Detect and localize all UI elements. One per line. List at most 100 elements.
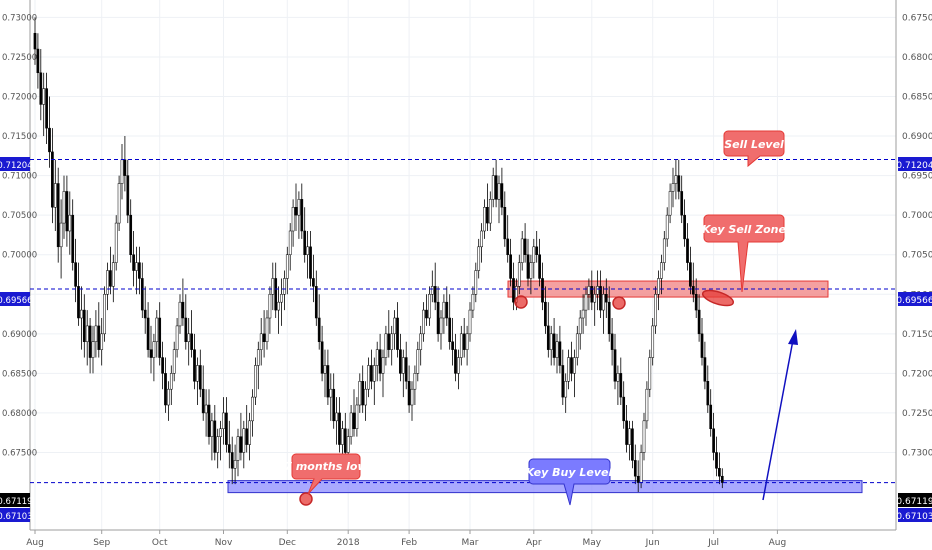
candle[interactable] xyxy=(375,341,379,382)
candle[interactable] xyxy=(457,349,460,390)
candle[interactable] xyxy=(393,310,396,350)
candle[interactable] xyxy=(103,286,106,342)
candle[interactable] xyxy=(567,349,570,390)
candle[interactable] xyxy=(33,17,37,65)
candle[interactable] xyxy=(271,262,275,311)
candle[interactable] xyxy=(694,278,698,318)
candle[interactable] xyxy=(146,302,150,358)
candle[interactable] xyxy=(433,262,437,311)
candle[interactable] xyxy=(149,325,153,374)
candle[interactable] xyxy=(158,302,162,366)
candle[interactable] xyxy=(239,412,243,461)
candle[interactable] xyxy=(477,238,481,279)
key-sell-zone-callout[interactable]: Key Sell Zone xyxy=(702,214,787,293)
candle[interactable] xyxy=(645,381,649,429)
candle[interactable] xyxy=(599,270,602,318)
candle[interactable] xyxy=(367,357,370,398)
candle[interactable] xyxy=(338,397,341,453)
candle[interactable] xyxy=(106,262,109,311)
candle[interactable] xyxy=(471,286,475,318)
candle[interactable] xyxy=(196,357,199,406)
candle[interactable] xyxy=(213,405,217,461)
candle[interactable] xyxy=(155,310,159,358)
candle[interactable] xyxy=(59,199,63,279)
candle[interactable] xyxy=(390,325,394,366)
candle[interactable] xyxy=(285,246,289,295)
candle[interactable] xyxy=(442,294,446,334)
candle[interactable] xyxy=(506,215,510,263)
candle[interactable] xyxy=(497,175,501,224)
candle[interactable] xyxy=(236,428,240,477)
candle[interactable] xyxy=(71,199,75,271)
candle[interactable] xyxy=(280,278,283,326)
candle[interactable] xyxy=(129,199,133,263)
candle[interactable] xyxy=(320,325,324,382)
candle[interactable] xyxy=(152,333,156,382)
candle[interactable] xyxy=(555,333,559,374)
candle[interactable] xyxy=(631,420,634,469)
candle[interactable] xyxy=(161,341,164,390)
candle[interactable] xyxy=(691,262,695,303)
candle[interactable] xyxy=(445,286,449,326)
candle[interactable] xyxy=(283,270,286,311)
candle[interactable] xyxy=(422,302,425,342)
candle[interactable] xyxy=(633,444,637,485)
candle[interactable] xyxy=(364,381,367,421)
candle[interactable] xyxy=(227,420,231,469)
candle[interactable] xyxy=(636,460,640,493)
candle[interactable] xyxy=(326,349,330,406)
candle[interactable] xyxy=(439,310,443,350)
candle[interactable] xyxy=(483,199,486,239)
candle[interactable] xyxy=(384,325,388,366)
candle[interactable] xyxy=(665,207,669,247)
candle[interactable] xyxy=(674,159,678,200)
candle[interactable] xyxy=(720,468,724,489)
candle[interactable] xyxy=(201,365,205,421)
candle[interactable] xyxy=(225,397,228,453)
candle[interactable] xyxy=(82,294,86,358)
candle[interactable] xyxy=(230,436,234,485)
candle[interactable] xyxy=(517,254,521,295)
candle[interactable] xyxy=(111,254,115,303)
candle[interactable] xyxy=(300,183,304,239)
candle[interactable] xyxy=(303,207,307,263)
candle[interactable] xyxy=(167,381,170,421)
candle[interactable] xyxy=(53,159,57,231)
candle[interactable] xyxy=(381,349,385,398)
candle[interactable] xyxy=(474,262,478,303)
key-buy-level-callout[interactable]: Key Buy Level xyxy=(526,458,613,506)
candle[interactable] xyxy=(335,397,338,445)
candle[interactable] xyxy=(109,246,112,295)
candle[interactable] xyxy=(164,357,167,413)
candle[interactable] xyxy=(222,397,225,445)
candle[interactable] xyxy=(100,318,104,366)
candle[interactable] xyxy=(352,389,356,437)
candle[interactable] xyxy=(288,223,292,271)
candle[interactable] xyxy=(80,286,83,350)
candle[interactable] xyxy=(51,128,54,224)
candle[interactable] xyxy=(535,230,539,263)
candle[interactable] xyxy=(651,318,655,366)
candle[interactable] xyxy=(294,183,298,231)
candle[interactable] xyxy=(520,230,524,271)
candle[interactable] xyxy=(706,365,710,413)
candle[interactable] xyxy=(187,318,191,366)
candle[interactable] xyxy=(549,325,553,366)
candle[interactable] xyxy=(552,318,556,366)
candle[interactable] xyxy=(448,294,452,350)
candle[interactable] xyxy=(396,302,399,358)
candle[interactable] xyxy=(248,412,251,461)
candle[interactable] xyxy=(178,294,182,334)
candle[interactable] xyxy=(604,278,608,318)
candle[interactable] xyxy=(45,72,48,144)
candle[interactable] xyxy=(558,325,562,374)
candle[interactable] xyxy=(77,262,80,326)
candle[interactable] xyxy=(491,167,495,208)
candle[interactable] xyxy=(607,286,611,342)
candle[interactable] xyxy=(529,254,533,295)
candle[interactable] xyxy=(358,373,362,413)
candle[interactable] xyxy=(387,310,391,358)
candle[interactable] xyxy=(622,381,626,429)
candle[interactable] xyxy=(503,191,507,247)
candle[interactable] xyxy=(703,341,707,390)
